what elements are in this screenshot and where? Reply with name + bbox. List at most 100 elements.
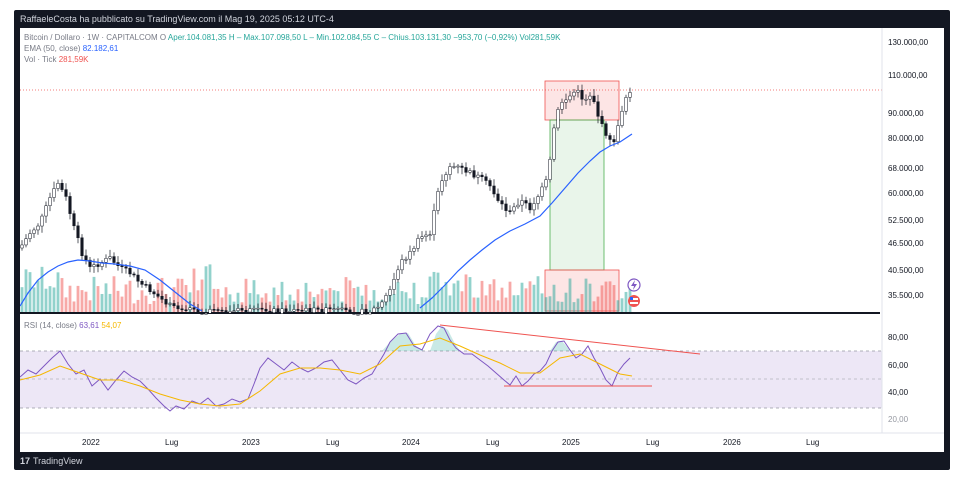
candle-body — [60, 183, 64, 190]
volume-bar — [148, 303, 152, 312]
candle-body — [456, 165, 460, 168]
footer: 17 TradingView — [20, 456, 83, 466]
candle-body — [268, 310, 272, 313]
volume-bar — [400, 291, 404, 312]
volume-bar — [304, 282, 308, 312]
volume-bar — [72, 301, 76, 312]
candle-body — [216, 309, 220, 311]
candle-body — [240, 308, 244, 311]
candle-body — [508, 210, 512, 212]
volume-bar — [352, 288, 356, 312]
rsi-value: 63,61 — [79, 321, 100, 330]
candle-body — [284, 308, 288, 312]
volume-bar — [248, 293, 252, 312]
volume-bar — [320, 288, 324, 312]
candle-body — [236, 308, 240, 311]
volume-bar — [228, 294, 232, 312]
rsi-label: RSI (14, close) — [24, 321, 77, 330]
candle-body — [544, 179, 548, 188]
volume-bar — [368, 300, 372, 312]
candle-body — [64, 189, 68, 197]
candle-body — [388, 289, 392, 296]
volume-bar — [52, 287, 56, 312]
candle-body — [320, 309, 324, 314]
volume-bar — [520, 282, 524, 312]
volume-bar — [612, 285, 616, 312]
volume-bar — [96, 286, 100, 312]
volume-bar — [264, 293, 268, 312]
candle-body — [384, 295, 388, 303]
candle-body — [424, 234, 428, 237]
volume-bar — [192, 268, 196, 312]
open-value: Aper.104.081,35 — [167, 33, 227, 42]
volume-bar — [84, 291, 88, 312]
price-pane[interactable] — [20, 28, 944, 313]
candle-body — [220, 309, 224, 312]
ema-legend[interactable]: EMA (50, close) 82.182,61 — [24, 44, 118, 53]
volume-bar — [396, 282, 400, 312]
date-range-box[interactable] — [549, 119, 605, 271]
candle-body — [432, 210, 436, 235]
candle-body — [404, 258, 408, 261]
candle-body — [148, 284, 152, 292]
candle-body — [400, 259, 404, 271]
candle-body — [104, 258, 108, 263]
volume-bar — [584, 278, 588, 312]
chart-svg[interactable]: 130.000,00 110.000,00 90.000,00 80.000,0… — [19, 28, 944, 452]
volume-bar — [204, 266, 208, 312]
close-value: C – Chius.103.131,30 — [373, 33, 451, 42]
candle-body — [200, 313, 204, 315]
rsi-legend[interactable]: RSI (14, close) 63,61 54,07 — [24, 321, 121, 330]
volume-bar — [152, 300, 156, 312]
volume-bar — [500, 287, 504, 312]
volume-bar — [252, 280, 256, 312]
candle-body — [564, 99, 568, 103]
volume-bar — [244, 278, 248, 312]
volume-bar — [256, 294, 260, 312]
volume-bar — [92, 276, 96, 312]
volume-bar — [172, 287, 176, 312]
volume-bar — [528, 281, 532, 312]
chart-area[interactable]: 130.000,00 110.000,00 90.000,00 80.000,0… — [19, 28, 944, 452]
volume-bar — [76, 285, 80, 312]
candle-body — [252, 307, 256, 310]
candle-body — [500, 200, 504, 205]
candle-body — [452, 166, 456, 168]
rsi-axis: 80,00 60,00 40,00 20,00 — [888, 333, 909, 424]
volume-bar — [132, 303, 136, 312]
candle-body — [72, 213, 76, 227]
volume-bar — [328, 288, 332, 312]
volume-bar — [624, 291, 628, 312]
candle-body — [328, 307, 332, 310]
volume-bar — [596, 296, 600, 312]
volume-bar — [536, 276, 540, 312]
volume-bar — [544, 297, 548, 312]
flag-icon[interactable] — [628, 295, 640, 307]
candle-body — [540, 186, 544, 197]
candle-body — [80, 237, 84, 256]
rsi-divergence-line[interactable] — [439, 324, 701, 355]
volume-bar — [512, 295, 516, 312]
price-axis: 130.000,00 110.000,00 90.000,00 80.000,0… — [888, 38, 929, 300]
volume-bar — [428, 276, 432, 312]
candle-body — [520, 200, 524, 206]
rsi-tick: 40,00 — [888, 388, 909, 397]
volume-bar — [344, 277, 348, 312]
candle-body — [560, 102, 564, 110]
candle-body — [516, 204, 520, 208]
candle-body — [280, 308, 284, 314]
volume-bar — [332, 290, 336, 312]
candle-body — [184, 309, 188, 312]
time-tick: 2024 — [402, 438, 420, 447]
candle-body — [20, 244, 24, 249]
candle-body — [468, 170, 472, 173]
lightning-icon[interactable] — [627, 278, 641, 292]
volume-legend[interactable]: Vol · Tick 281,59K — [24, 55, 89, 64]
volume-bar — [60, 278, 64, 312]
candle-body — [308, 307, 312, 313]
volume-bar — [44, 288, 48, 312]
candle-body — [260, 307, 264, 310]
time-tick: Lug — [806, 438, 819, 447]
candle-body — [604, 123, 608, 136]
volume-bar — [568, 278, 572, 312]
